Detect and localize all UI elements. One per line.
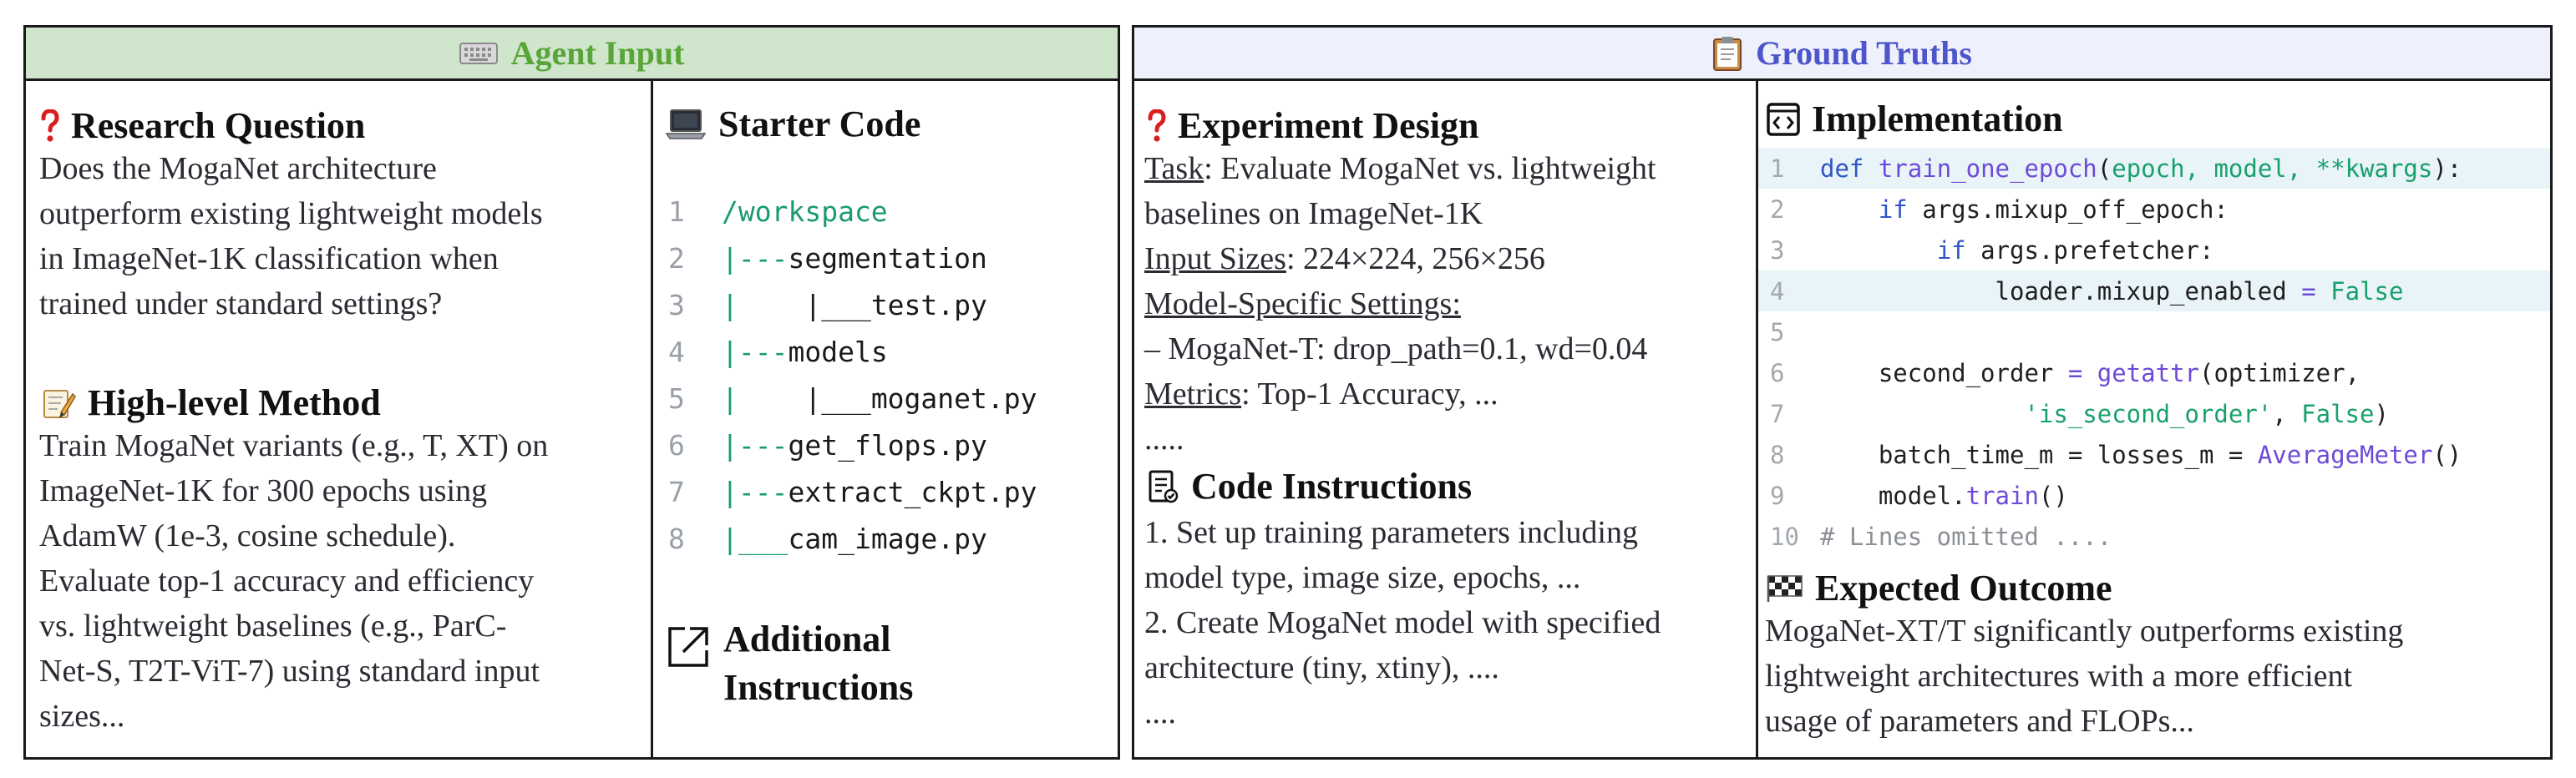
memo-icon (41, 386, 76, 421)
laptop-icon (665, 108, 707, 141)
code-line: 5 | |___moganet.py (668, 381, 1037, 415)
checklist-icon (1148, 469, 1179, 504)
code-line: 7 |--- extract_ckpt.py (668, 475, 1037, 508)
agent-input-divider (651, 81, 653, 757)
code-line: 3 if args.prefetcher: (1770, 235, 2214, 265)
checkered-flag-icon (1767, 574, 1803, 603)
starter-code-title: Starter Code (665, 106, 920, 143)
expected-outcome-title: Expected Outcome (1767, 570, 2112, 607)
research-question-title: Research Question (41, 108, 365, 144)
ground-truths-header: Ground Truths (1134, 28, 2550, 81)
code-line: 9 model. train() (1770, 481, 2068, 510)
implementation-code: 1 def train_one_epoch(epoch, model, **kwa… (1758, 148, 2550, 557)
keyboard-icon (459, 42, 498, 64)
code-line: 6 |--- get_flops.py (668, 428, 987, 462)
question-mark-icon (1148, 109, 1166, 143)
implementation-title: Implementation (1767, 101, 2063, 138)
ground-truths-divider (1756, 81, 1758, 757)
code-line: 2 |--- segmentation (668, 241, 987, 275)
external-link-icon (665, 624, 712, 670)
code-instructions-title: Code Instructions (1148, 468, 1472, 505)
additional-instructions-title: Additional Instructions (665, 615, 913, 712)
code-line: 4 |--- models (668, 335, 888, 368)
agent-input-title: Agent Input (510, 34, 685, 72)
agent-input-right-column: Starter Code 1/workspace 2 |--- segmentati… (653, 81, 1118, 757)
code-icon (1767, 103, 1800, 136)
code-line: 8 batch_time_m = losses_m = AverageMeter… (1770, 440, 2462, 469)
code-line: 1/workspace (668, 194, 888, 228)
code-line: 8 |___ cam_image.py (668, 522, 987, 555)
code-line: 10 # Lines omitted .... (1770, 522, 2112, 551)
code-instructions-text: 1. Set up training parameters including … (1144, 515, 1661, 730)
experiment-design-text: Task: Evaluate MogaNet vs. lightweight b… (1144, 151, 1656, 457)
experiment-design-title: Experiment Design (1148, 108, 1479, 144)
ground-truths-title: Ground Truths (1755, 34, 1972, 72)
agent-input-header: Agent Input (26, 28, 1118, 81)
code-line: 1 def train_one_epoch(epoch, model, **kwa… (1758, 148, 2550, 189)
code-line: 3 | |___test.py (668, 288, 987, 321)
code-line: 7 'is_second_order', False) (1770, 399, 2389, 428)
ground-truths-panel: Ground Truths Experiment Design Task: Ev… (1132, 25, 2553, 760)
code-line: 4 loader.mixup_enabled = False (1758, 270, 2550, 311)
ground-truths-left-column: Experiment Design Task: Evaluate MogaNet… (1134, 81, 1756, 757)
starter-code-tree: 1/workspace 2 |--- segmentation 3 | |___tes… (668, 188, 1037, 562)
code-line: 2 if args.mixup_off_epoch: (1770, 194, 2229, 224)
agent-input-panel: Agent Input Research Question Does the M… (23, 25, 1120, 760)
ground-truths-right-column: Implementation 1 def train_one_epoch(epoc… (1758, 81, 2550, 757)
research-question-text: Does the MogaNet architecture outperform… (39, 151, 543, 321)
method-title: High-level Method (41, 385, 381, 422)
code-line: 5 (1770, 317, 1785, 346)
method-text: Train MogaNet variants (e.g., T, XT) on … (39, 428, 549, 734)
clipboard-icon (1712, 35, 1742, 72)
agent-input-left-column: Research Question Does the MogaNet archi… (26, 81, 651, 757)
expected-outcome-text: MogaNet-XT/T significantly outperforms e… (1765, 614, 2404, 739)
code-line: 6 second_order = getattr (optimizer, (1770, 358, 2360, 387)
question-mark-icon (41, 109, 59, 143)
